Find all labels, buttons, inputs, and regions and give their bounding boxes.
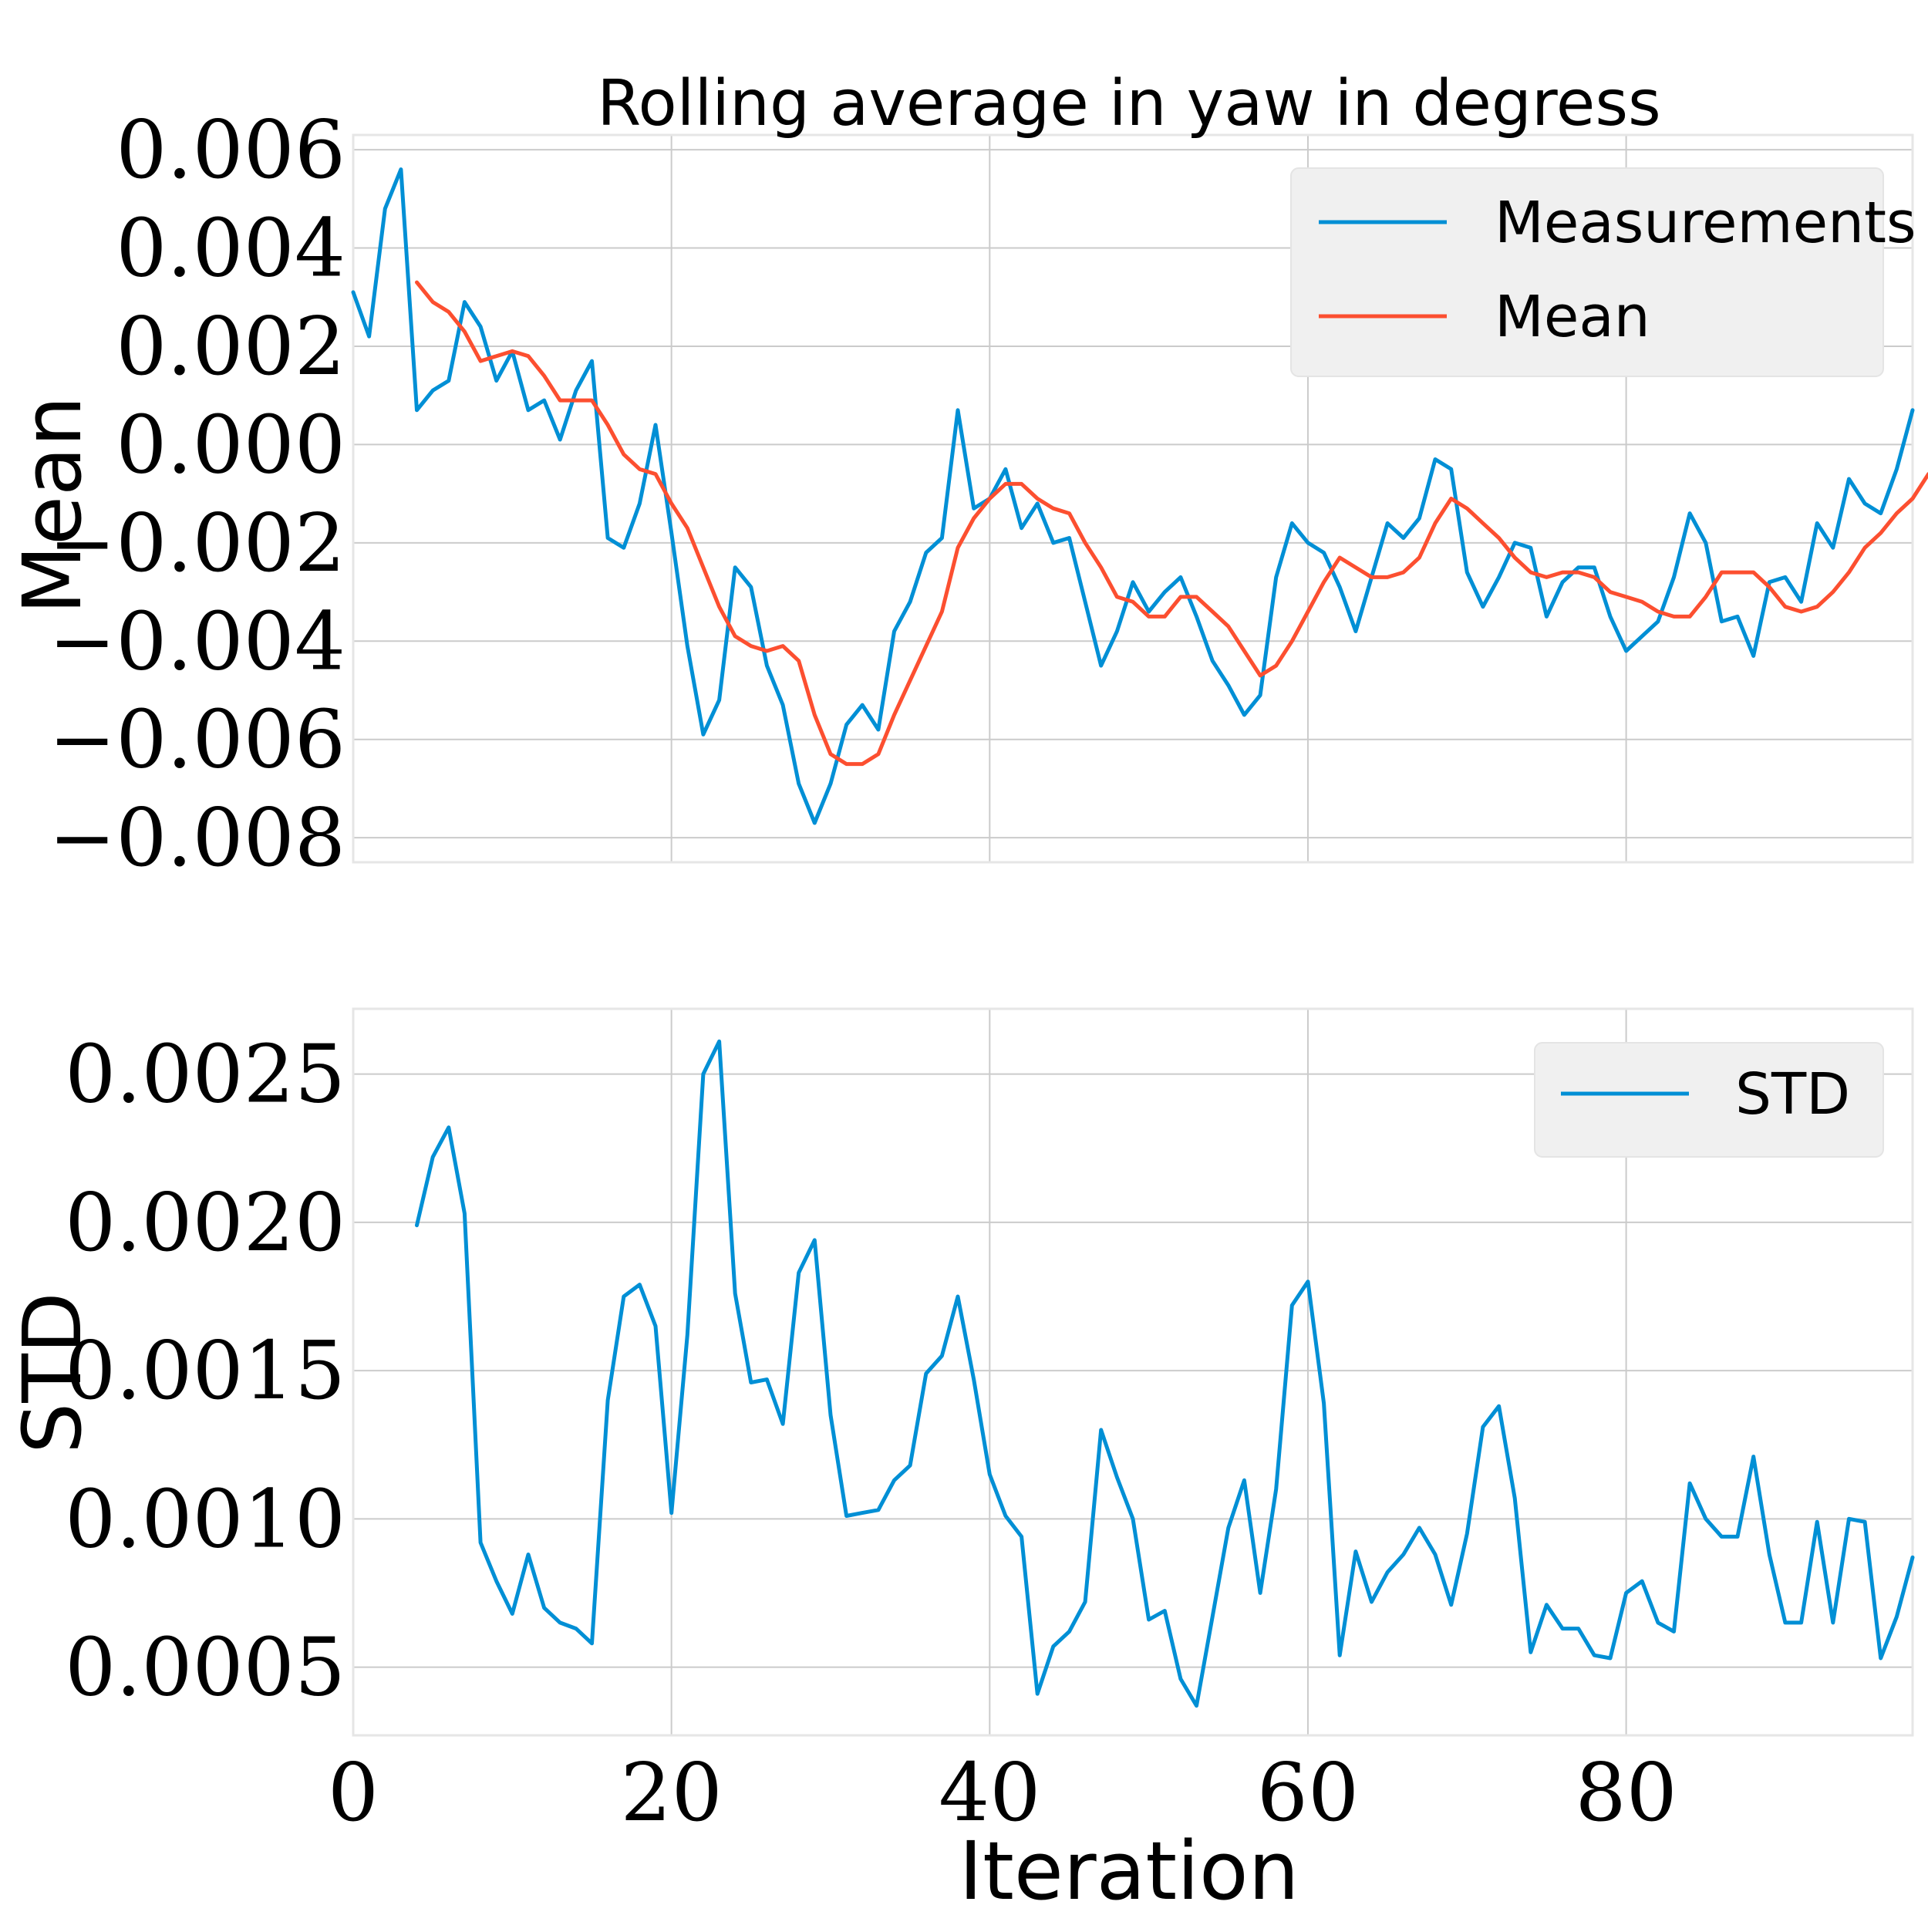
mean-y-tick-label: 0.004 — [116, 201, 345, 295]
std-x-tick-label: 80 — [1575, 1745, 1677, 1839]
std-x-tick-label: 0 — [328, 1745, 379, 1839]
std-y-tick-label: 0.0025 — [65, 1027, 345, 1121]
x-axis-label: Iteration — [959, 1824, 1299, 1918]
mean-y-tick-label: −0.006 — [49, 693, 345, 787]
std-y-tick-label: 0.0015 — [65, 1323, 345, 1418]
mean-y-axis-label: Mean — [5, 396, 99, 614]
std-y-tick-label: 0.0010 — [65, 1472, 345, 1566]
mean-y-tick-label: 0.006 — [116, 103, 345, 197]
legend-mean-label: Mean — [1495, 284, 1650, 350]
mean-legend: Measurements Mean — [1291, 168, 1916, 376]
legend-measurements-label: Measurements — [1495, 190, 1916, 256]
legend-std-label: STD — [1735, 1061, 1850, 1128]
chart-title: Rolling average in yaw in degress — [597, 67, 1661, 140]
mean-y-tick-label: 0.002 — [116, 299, 345, 393]
std-y-axis-label: STD — [5, 1292, 99, 1454]
std-legend: STD — [1535, 1043, 1883, 1157]
std-x-tick-label: 20 — [620, 1745, 722, 1839]
std-y-tick-label: 0.0020 — [65, 1175, 345, 1269]
mean-y-tick-label: −0.008 — [49, 791, 345, 885]
std-y-tick-label: 0.0005 — [65, 1620, 345, 1715]
mean-y-tick-label: 0.000 — [116, 397, 345, 491]
